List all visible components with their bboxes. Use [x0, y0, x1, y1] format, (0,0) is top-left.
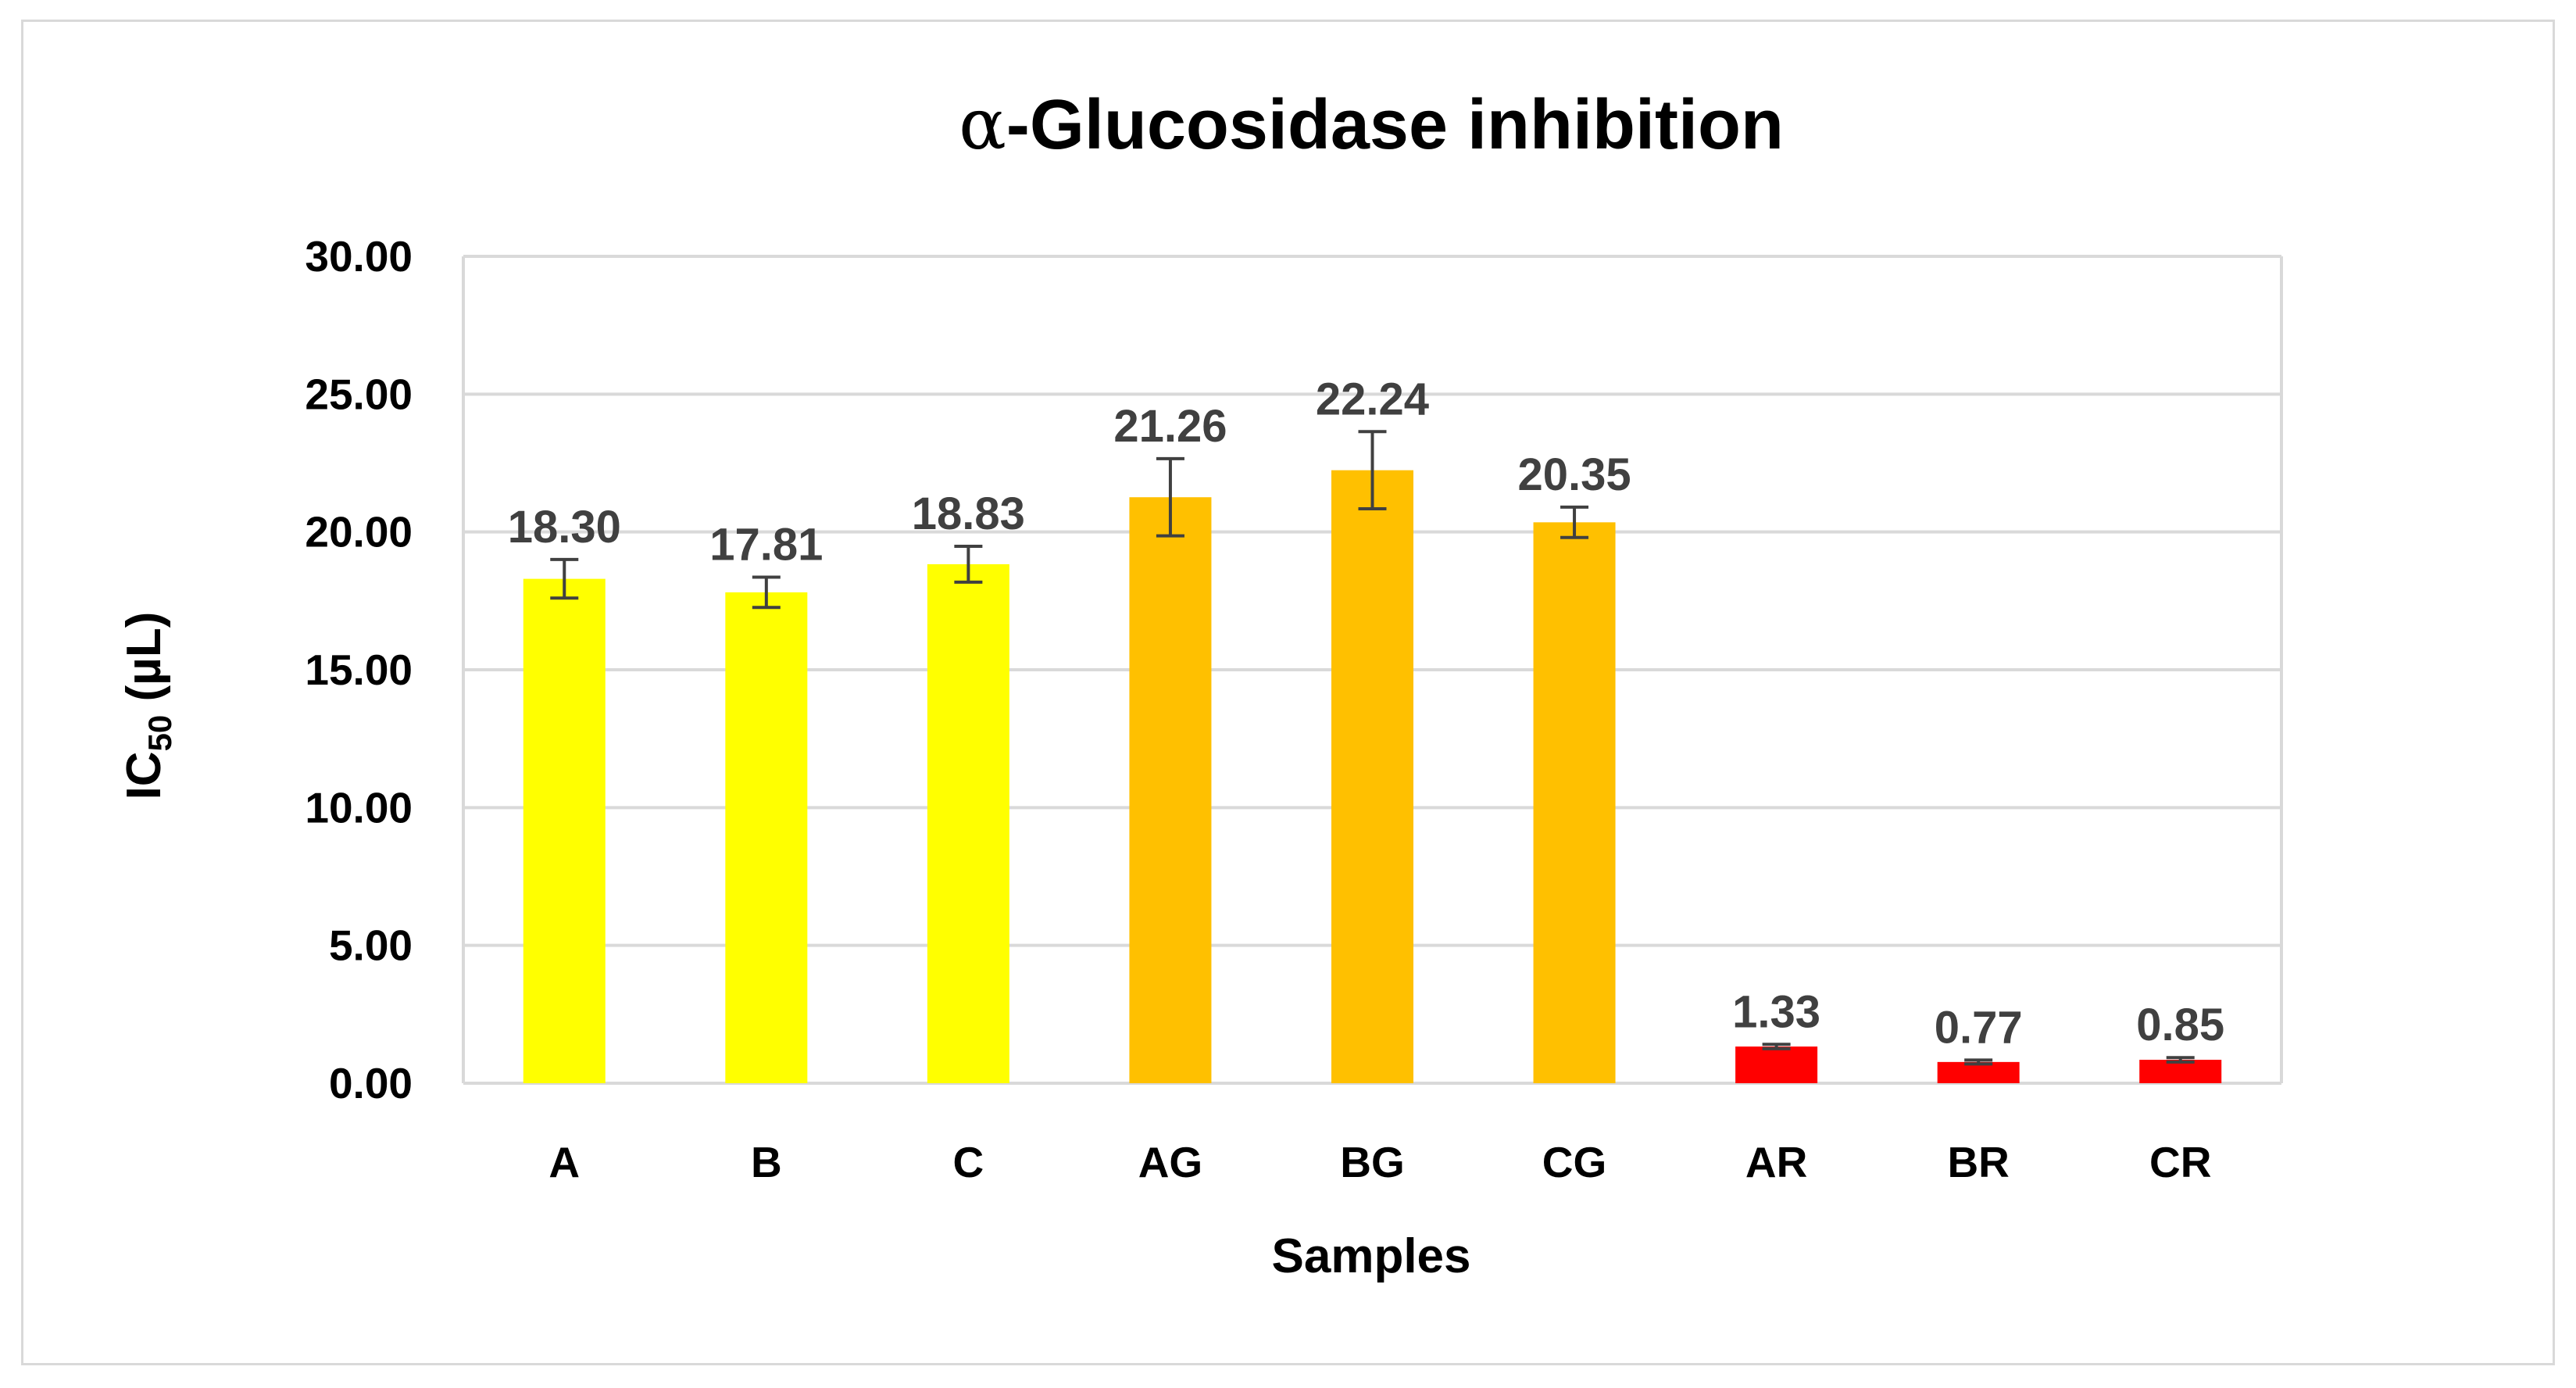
y-tick-label: 5.00: [329, 921, 413, 970]
data-labels: 18.30 17.81 18.83 21.26 22.24 20.35 1.33 0.77 0.…: [508, 374, 2224, 1053]
y-axis-title-main: IC: [117, 751, 171, 800]
x-tick-label-c: C: [953, 1138, 984, 1186]
data-label-bg: 22.24: [1316, 374, 1429, 424]
y-tick-label: 0.00: [329, 1059, 413, 1107]
y-axis-tick-labels: 0.00 5.00 10.00 15.00 20.00 25.00 30.00: [305, 232, 413, 1107]
bar-c: [927, 563, 1009, 1083]
x-tick-label-ar: AR: [1745, 1138, 1807, 1186]
y-tick-label: 30.00: [305, 232, 413, 281]
data-label-a: 18.30: [508, 502, 621, 553]
y-tick-label: 20.00: [305, 508, 413, 556]
x-tick-label-cr: CR: [2149, 1138, 2211, 1186]
chart-title-text: -Glucosidase inhibition: [1006, 86, 1784, 164]
x-tick-label-bg: BG: [1340, 1138, 1405, 1186]
bar-a: [523, 578, 606, 1083]
error-bar-ar: [1762, 1043, 1791, 1050]
x-axis-tick-labels: A B C AG BG CG AR BR CR: [548, 1138, 2211, 1186]
error-bar-a: [550, 557, 579, 600]
y-tick-label: 25.00: [305, 370, 413, 418]
bar-ar: [1735, 1046, 1818, 1083]
bar-b: [725, 592, 808, 1083]
error-bar-cg: [1560, 505, 1589, 539]
chart-title-alpha: α: [959, 84, 1006, 166]
error-bar-bg: [1358, 430, 1387, 511]
data-label-br: 0.77: [1935, 1002, 2023, 1053]
data-label-ag: 21.26: [1113, 401, 1227, 452]
x-tick-label-b: B: [751, 1138, 782, 1186]
bar-bg: [1331, 470, 1413, 1083]
y-tick-label: 15.00: [305, 646, 413, 694]
y-tick-label: 10.00: [305, 783, 413, 832]
data-label-cr: 0.85: [2136, 1000, 2224, 1050]
error-bar-c: [954, 545, 983, 584]
bars: [523, 470, 2222, 1083]
data-label-c: 18.83: [912, 488, 1025, 539]
y-axis-title: IC50 (µL): [117, 612, 178, 800]
data-label-ar: 1.33: [1732, 986, 1820, 1037]
x-tick-label-a: A: [548, 1138, 580, 1186]
data-label-cg: 20.35: [1517, 449, 1631, 500]
chart-frame: [21, 20, 2555, 1365]
error-bar-br: [1964, 1058, 1993, 1066]
chart-title: α-Glucosidase inhibition: [959, 84, 1784, 166]
x-axis-title: Samples: [1271, 1229, 1470, 1283]
bar-ag: [1129, 497, 1212, 1083]
error-bars: [550, 430, 2195, 1066]
error-bar-ag: [1156, 456, 1184, 538]
y-axis-title-subscript: 50: [141, 715, 178, 752]
y-axis-title-unit: (µL): [117, 612, 171, 715]
bar-cg: [1533, 522, 1616, 1083]
x-tick-label-cg: CG: [1542, 1138, 1607, 1186]
x-tick-label-ag: AG: [1138, 1138, 1203, 1186]
bar-br: [1937, 1061, 2020, 1083]
error-bar-cr: [2166, 1056, 2195, 1064]
bar-cr: [2139, 1060, 2222, 1083]
error-bar-b: [752, 575, 781, 610]
data-label-b: 17.81: [709, 520, 823, 571]
x-tick-label-br: BR: [1947, 1138, 2009, 1186]
